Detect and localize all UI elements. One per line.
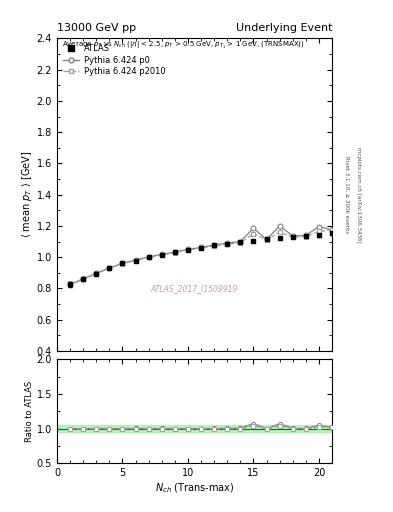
Text: ATLAS_2017_I1509919: ATLAS_2017_I1509919 [151,284,238,293]
Text: Underlying Event: Underlying Event [235,23,332,33]
Text: Average $p_T$ vs $N_{ch}$ ($|\eta|$ < 2.5, $p_T$ > 0.5 GeV, $p_{T_1}$ > 1 GeV, (: Average $p_T$ vs $N_{ch}$ ($|\eta|$ < 2.… [62,40,305,51]
Text: mcplots.cern.ch [arXiv:1306.3436]: mcplots.cern.ch [arXiv:1306.3436] [356,147,361,242]
Y-axis label: $\langle$ mean $p_T$ $\rangle$ [GeV]: $\langle$ mean $p_T$ $\rangle$ [GeV] [20,151,34,238]
Text: 13000 GeV pp: 13000 GeV pp [57,23,136,33]
Bar [57,425,332,432]
X-axis label: $N_{ch}$ (Trans-max): $N_{ch}$ (Trans-max) [155,481,234,495]
Y-axis label: Ratio to ATLAS: Ratio to ATLAS [25,380,34,442]
Legend: ATLAS, Pythia 6.424 p0, Pythia 6.424 p2010: ATLAS, Pythia 6.424 p0, Pythia 6.424 p20… [59,41,169,79]
Text: Rivet 3.1.10, ≥ 300k events: Rivet 3.1.10, ≥ 300k events [344,156,349,233]
